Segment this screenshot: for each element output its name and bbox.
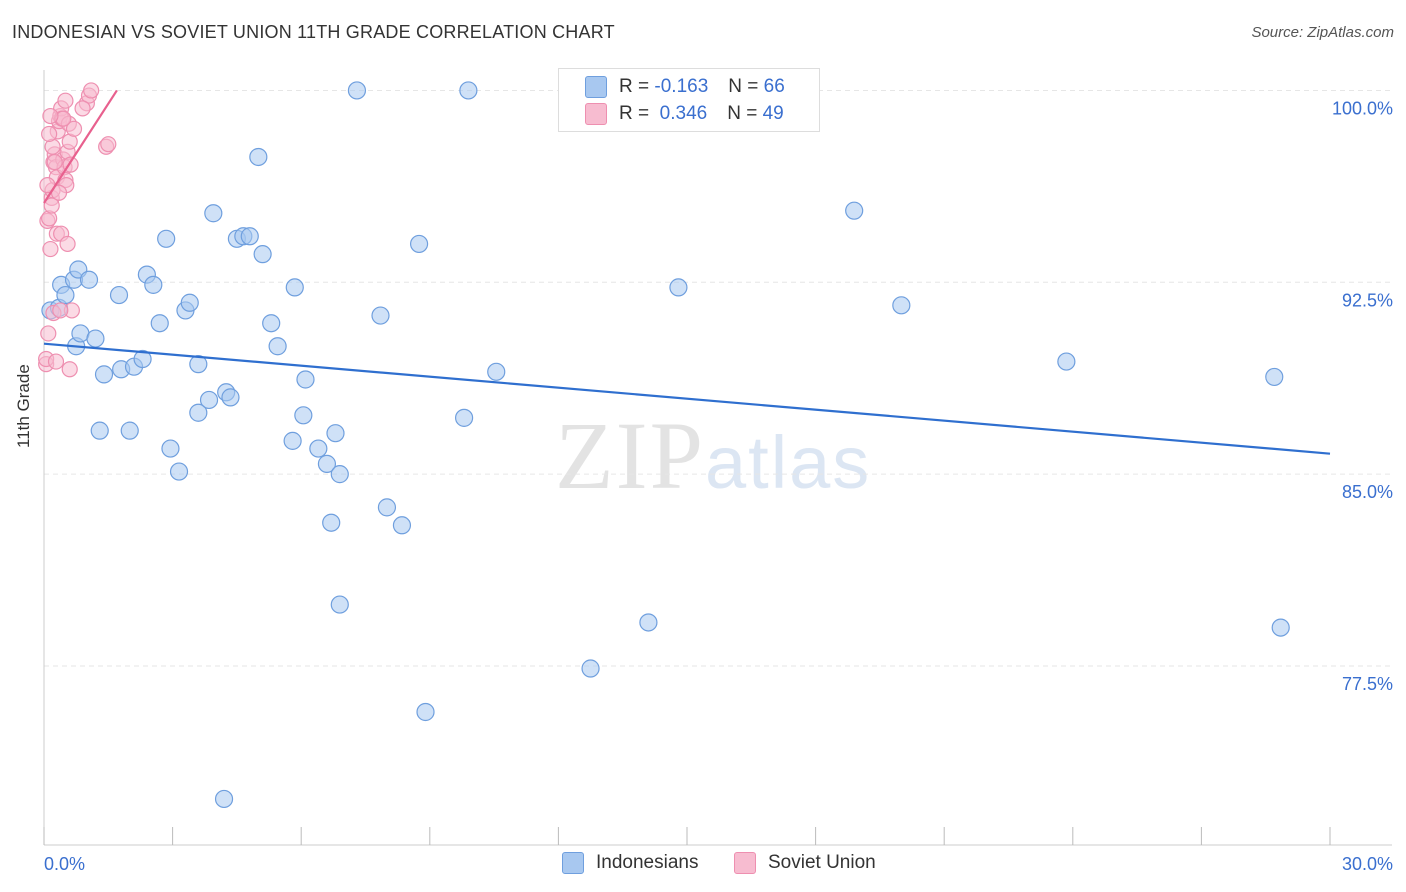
indonesians-point xyxy=(330,595,349,614)
soviet-union-trend-line xyxy=(43,89,118,204)
indonesians-swatch xyxy=(562,852,584,874)
indonesians-point xyxy=(144,275,163,294)
soviet-union-point xyxy=(40,325,57,342)
soviet-union-point xyxy=(52,302,69,319)
soviet-union-point xyxy=(59,235,76,253)
indonesians-point xyxy=(294,406,313,425)
indonesians-point xyxy=(392,516,412,535)
indonesians-point xyxy=(253,245,272,264)
indonesians-point xyxy=(199,390,219,410)
indonesians-point xyxy=(845,201,864,220)
indonesians-point xyxy=(161,439,180,458)
indonesians-point xyxy=(409,234,429,254)
indonesians-point xyxy=(268,337,287,356)
soviet-union-point xyxy=(65,120,83,137)
legend-item-soviet-union[interactable]: Soviet Union xyxy=(734,852,876,874)
legend-r-value: -0.163 xyxy=(654,76,709,97)
indonesians-point xyxy=(285,278,304,297)
chart-title: INDONESIAN VS SOVIET UNION 11TH GRADE CO… xyxy=(12,22,615,42)
legend-n-label: N = xyxy=(728,76,759,97)
y-tick-label: 92.5% xyxy=(1342,290,1393,310)
soviet-union-point xyxy=(57,92,74,109)
indonesians-point xyxy=(892,296,911,315)
legend-label-soviet-union: Soviet Union xyxy=(768,852,876,873)
indonesians-point xyxy=(1271,618,1290,637)
x-tick-label: 0.0% xyxy=(44,854,85,874)
indonesians-point xyxy=(240,227,259,246)
indonesians-point xyxy=(204,204,223,223)
soviet-union-point xyxy=(61,361,78,378)
indonesians-point xyxy=(454,408,474,427)
indonesians-point xyxy=(322,513,341,532)
soviet-union-swatch xyxy=(585,103,607,125)
indonesians-point xyxy=(169,462,189,481)
indonesians-point xyxy=(371,306,390,325)
indonesians-point xyxy=(249,147,268,167)
soviet-union-point xyxy=(43,197,60,214)
indonesians-point xyxy=(669,278,688,297)
indonesians-point xyxy=(459,81,478,100)
soviet-union-point xyxy=(41,125,58,143)
legend-n-value: 66 xyxy=(763,76,785,97)
indonesians-swatch xyxy=(585,76,607,98)
legend-n-value: 49 xyxy=(762,103,784,124)
indonesians-point xyxy=(262,314,281,333)
indonesians-point xyxy=(189,355,208,374)
y-tick-label: 100.0% xyxy=(1332,98,1393,118)
indonesians-point xyxy=(94,365,114,384)
indonesians-point xyxy=(90,421,109,440)
legend-r-label: R = xyxy=(619,76,650,97)
indonesians-point xyxy=(86,329,105,348)
indonesians-point xyxy=(639,613,658,632)
indonesians-point xyxy=(416,702,435,722)
legend-r-label: R = xyxy=(619,103,650,124)
indonesians-point xyxy=(150,314,169,333)
source-label: Source: ZipAtlas.com xyxy=(1251,24,1394,41)
indonesians-point xyxy=(120,421,139,440)
indonesians-point xyxy=(487,362,506,381)
indonesians-point xyxy=(221,388,240,407)
stats-legend: R = -0.163 N = 66 R = 0.346 N = 49 xyxy=(558,68,820,132)
indonesians-point xyxy=(581,659,600,678)
indonesians-point xyxy=(317,454,337,473)
soviet-union-point xyxy=(47,353,65,370)
indonesians-point xyxy=(189,403,208,422)
legend-label-indonesians: Indonesians xyxy=(596,852,699,873)
soviet-union-point xyxy=(100,136,117,153)
indonesians-point xyxy=(296,370,315,389)
series-legend: Indonesians Soviet Union xyxy=(0,852,1406,878)
y-tick-label: 77.5% xyxy=(1342,674,1393,694)
indonesians-point xyxy=(326,424,345,443)
soviet-union-point xyxy=(42,240,59,258)
indonesians-point xyxy=(1057,352,1076,371)
legend-r-value: 0.346 xyxy=(659,103,708,124)
legend-row-soviet-union: R = 0.346 N = 49 xyxy=(585,101,784,127)
indonesians-point xyxy=(157,229,176,248)
indonesians-point xyxy=(1265,367,1284,387)
indonesians-point xyxy=(214,789,234,809)
soviet-union-point xyxy=(46,153,63,171)
indonesians-point xyxy=(330,465,349,484)
indonesians-point xyxy=(79,270,99,289)
y-tick-label: 85.0% xyxy=(1342,482,1393,502)
indonesians-point xyxy=(377,498,397,517)
soviet-union-point xyxy=(74,100,91,117)
indonesians-point xyxy=(133,349,152,369)
indonesians-point xyxy=(56,285,75,305)
legend-n-label: N = xyxy=(727,103,758,124)
x-tick-label: 30.0% xyxy=(1342,854,1393,874)
indonesians-point xyxy=(109,285,129,305)
indonesians-point xyxy=(347,81,367,100)
legend-item-indonesians[interactable]: Indonesians xyxy=(562,852,698,874)
legend-row-indonesians: R = -0.163 N = 66 xyxy=(585,74,785,100)
soviet-union-swatch xyxy=(734,852,756,874)
indonesians-point xyxy=(180,293,199,312)
indonesians-point xyxy=(283,431,302,450)
indonesians-trend-line xyxy=(43,342,1331,455)
soviet-union-point xyxy=(42,107,59,125)
soviet-union-point xyxy=(83,82,100,99)
indonesians-point xyxy=(309,439,328,458)
